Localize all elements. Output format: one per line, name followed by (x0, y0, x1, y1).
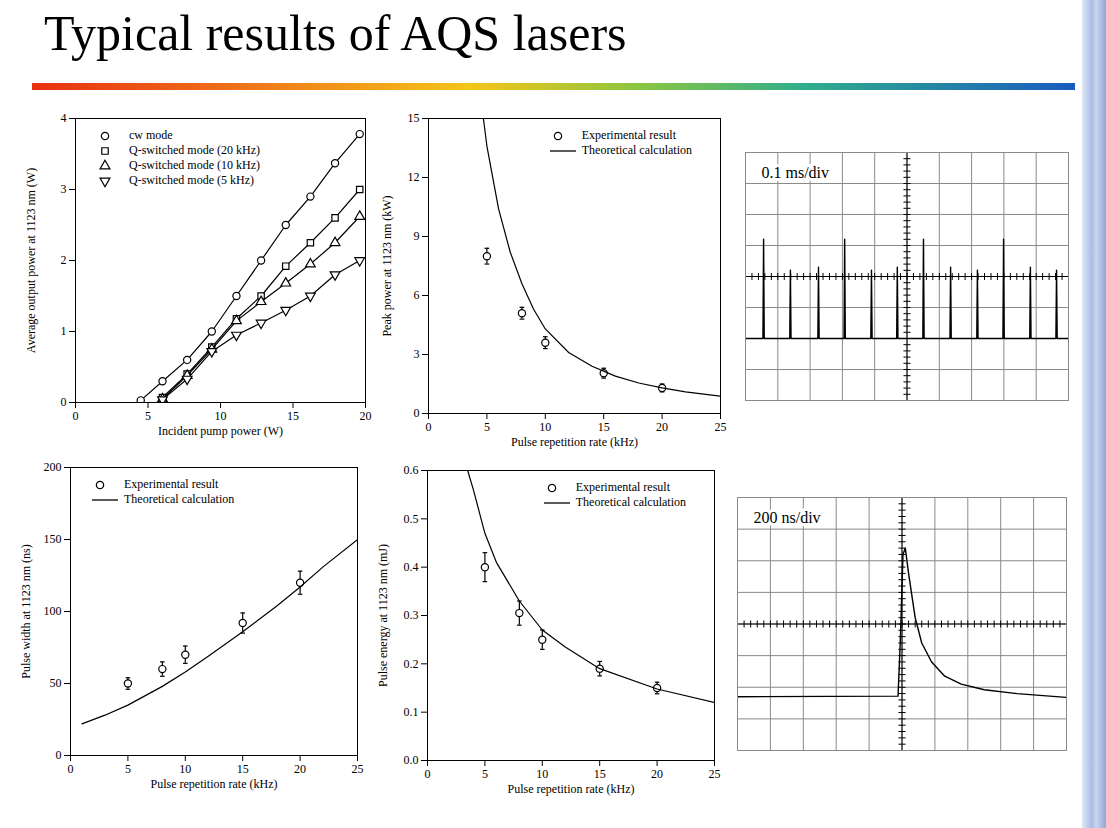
svg-text:15: 15 (408, 111, 420, 125)
svg-text:3: 3 (61, 182, 67, 196)
svg-text:0: 0 (73, 409, 79, 423)
html-text:Typical results of AQS lasers: Typical results of AQS lasers (44, 5, 627, 61)
svg-text:10: 10 (536, 767, 548, 781)
svg-text:25: 25 (715, 420, 727, 434)
svg-text:0.1 ms/div: 0.1 ms/div (762, 164, 830, 181)
svg-text:3: 3 (414, 347, 420, 361)
svg-text:Pulse repetition rate (kHz): Pulse repetition rate (kHz) (508, 782, 635, 796)
svg-text:0.1: 0.1 (404, 705, 419, 719)
svg-text:0: 0 (426, 420, 432, 434)
html-text:Experimental result: Experimental result (124, 477, 219, 491)
html-text:cw mode: cw mode (129, 128, 173, 142)
svg-text:15: 15 (287, 409, 299, 423)
svg-text:10: 10 (539, 420, 551, 434)
svg-text:Peak power at 1123 nm (kW): Peak power at 1123 nm (kW) (380, 195, 394, 336)
svg-text:20: 20 (360, 409, 372, 423)
svg-text:15: 15 (598, 420, 610, 434)
svg-text:5: 5 (484, 420, 490, 434)
html-text:Theoretical calculation: Theoretical calculation (575, 495, 686, 509)
svg-text:20: 20 (656, 420, 668, 434)
svg-text:5: 5 (482, 767, 488, 781)
svg-text:200 ns/div: 200 ns/div (754, 509, 821, 526)
svg-text:0.5: 0.5 (404, 512, 419, 526)
svg-text:0: 0 (61, 395, 67, 409)
svg-text:0: 0 (414, 406, 420, 420)
svg-text:Pulse repetition rate (kHz): Pulse repetition rate (kHz) (511, 435, 638, 449)
svg-text:0.2: 0.2 (404, 657, 419, 671)
svg-text:0: 0 (425, 767, 431, 781)
svg-text:0.4: 0.4 (404, 560, 419, 574)
svg-text:Average output power at 1123 n: Average output power at 1123 nm (W) (24, 168, 38, 353)
html-text:Experimental result: Experimental result (581, 128, 676, 142)
svg-text:5: 5 (145, 409, 151, 423)
svg-text:Pulse energy at 1123 nm (mJ): Pulse energy at 1123 nm (mJ) (376, 544, 390, 687)
svg-text:2: 2 (61, 253, 67, 267)
svg-text:6: 6 (414, 288, 420, 302)
svg-text:4: 4 (61, 111, 67, 125)
svg-text:15: 15 (237, 762, 249, 776)
svg-text:15: 15 (594, 767, 606, 781)
html-text:Theoretical calculation: Theoretical calculation (124, 492, 235, 506)
svg-text:0: 0 (56, 748, 62, 762)
svg-text:5: 5 (125, 762, 131, 776)
svg-text:25: 25 (352, 762, 364, 776)
html-text:Theoretical calculation: Theoretical calculation (581, 143, 692, 157)
svg-text:0.3: 0.3 (404, 608, 419, 622)
svg-text:Pulse repetition rate (kHz): Pulse repetition rate (kHz) (151, 777, 278, 791)
svg-text:Pulse width at 1123 nm (ns): Pulse width at 1123 nm (ns) (19, 544, 33, 679)
html-text:Q-switched mode (10 kHz): Q-switched mode (10 kHz) (129, 158, 260, 172)
svg-text:200: 200 (44, 460, 62, 474)
svg-text:25: 25 (709, 767, 721, 781)
svg-text:Incident pump power (W): Incident pump power (W) (158, 424, 283, 438)
svg-text:150: 150 (44, 532, 62, 546)
svg-text:12: 12 (408, 170, 420, 184)
svg-text:10: 10 (179, 762, 191, 776)
svg-text:10: 10 (215, 409, 227, 423)
html-text:Q-switched mode (5 kHz): Q-switched mode (5 kHz) (129, 173, 254, 187)
svg-text:1: 1 (61, 324, 67, 338)
html-text:Experimental result: Experimental result (575, 480, 670, 494)
svg-text:20: 20 (294, 762, 306, 776)
svg-text:0.6: 0.6 (404, 463, 419, 477)
svg-text:9: 9 (414, 229, 420, 243)
html-text:Q-switched mode (20 kHz): Q-switched mode (20 kHz) (129, 143, 260, 157)
svg-text:50: 50 (50, 676, 62, 690)
svg-text:0: 0 (68, 762, 74, 776)
svg-text:20: 20 (651, 767, 663, 781)
svg-text:100: 100 (44, 604, 62, 618)
svg-text:0.0: 0.0 (404, 753, 419, 767)
